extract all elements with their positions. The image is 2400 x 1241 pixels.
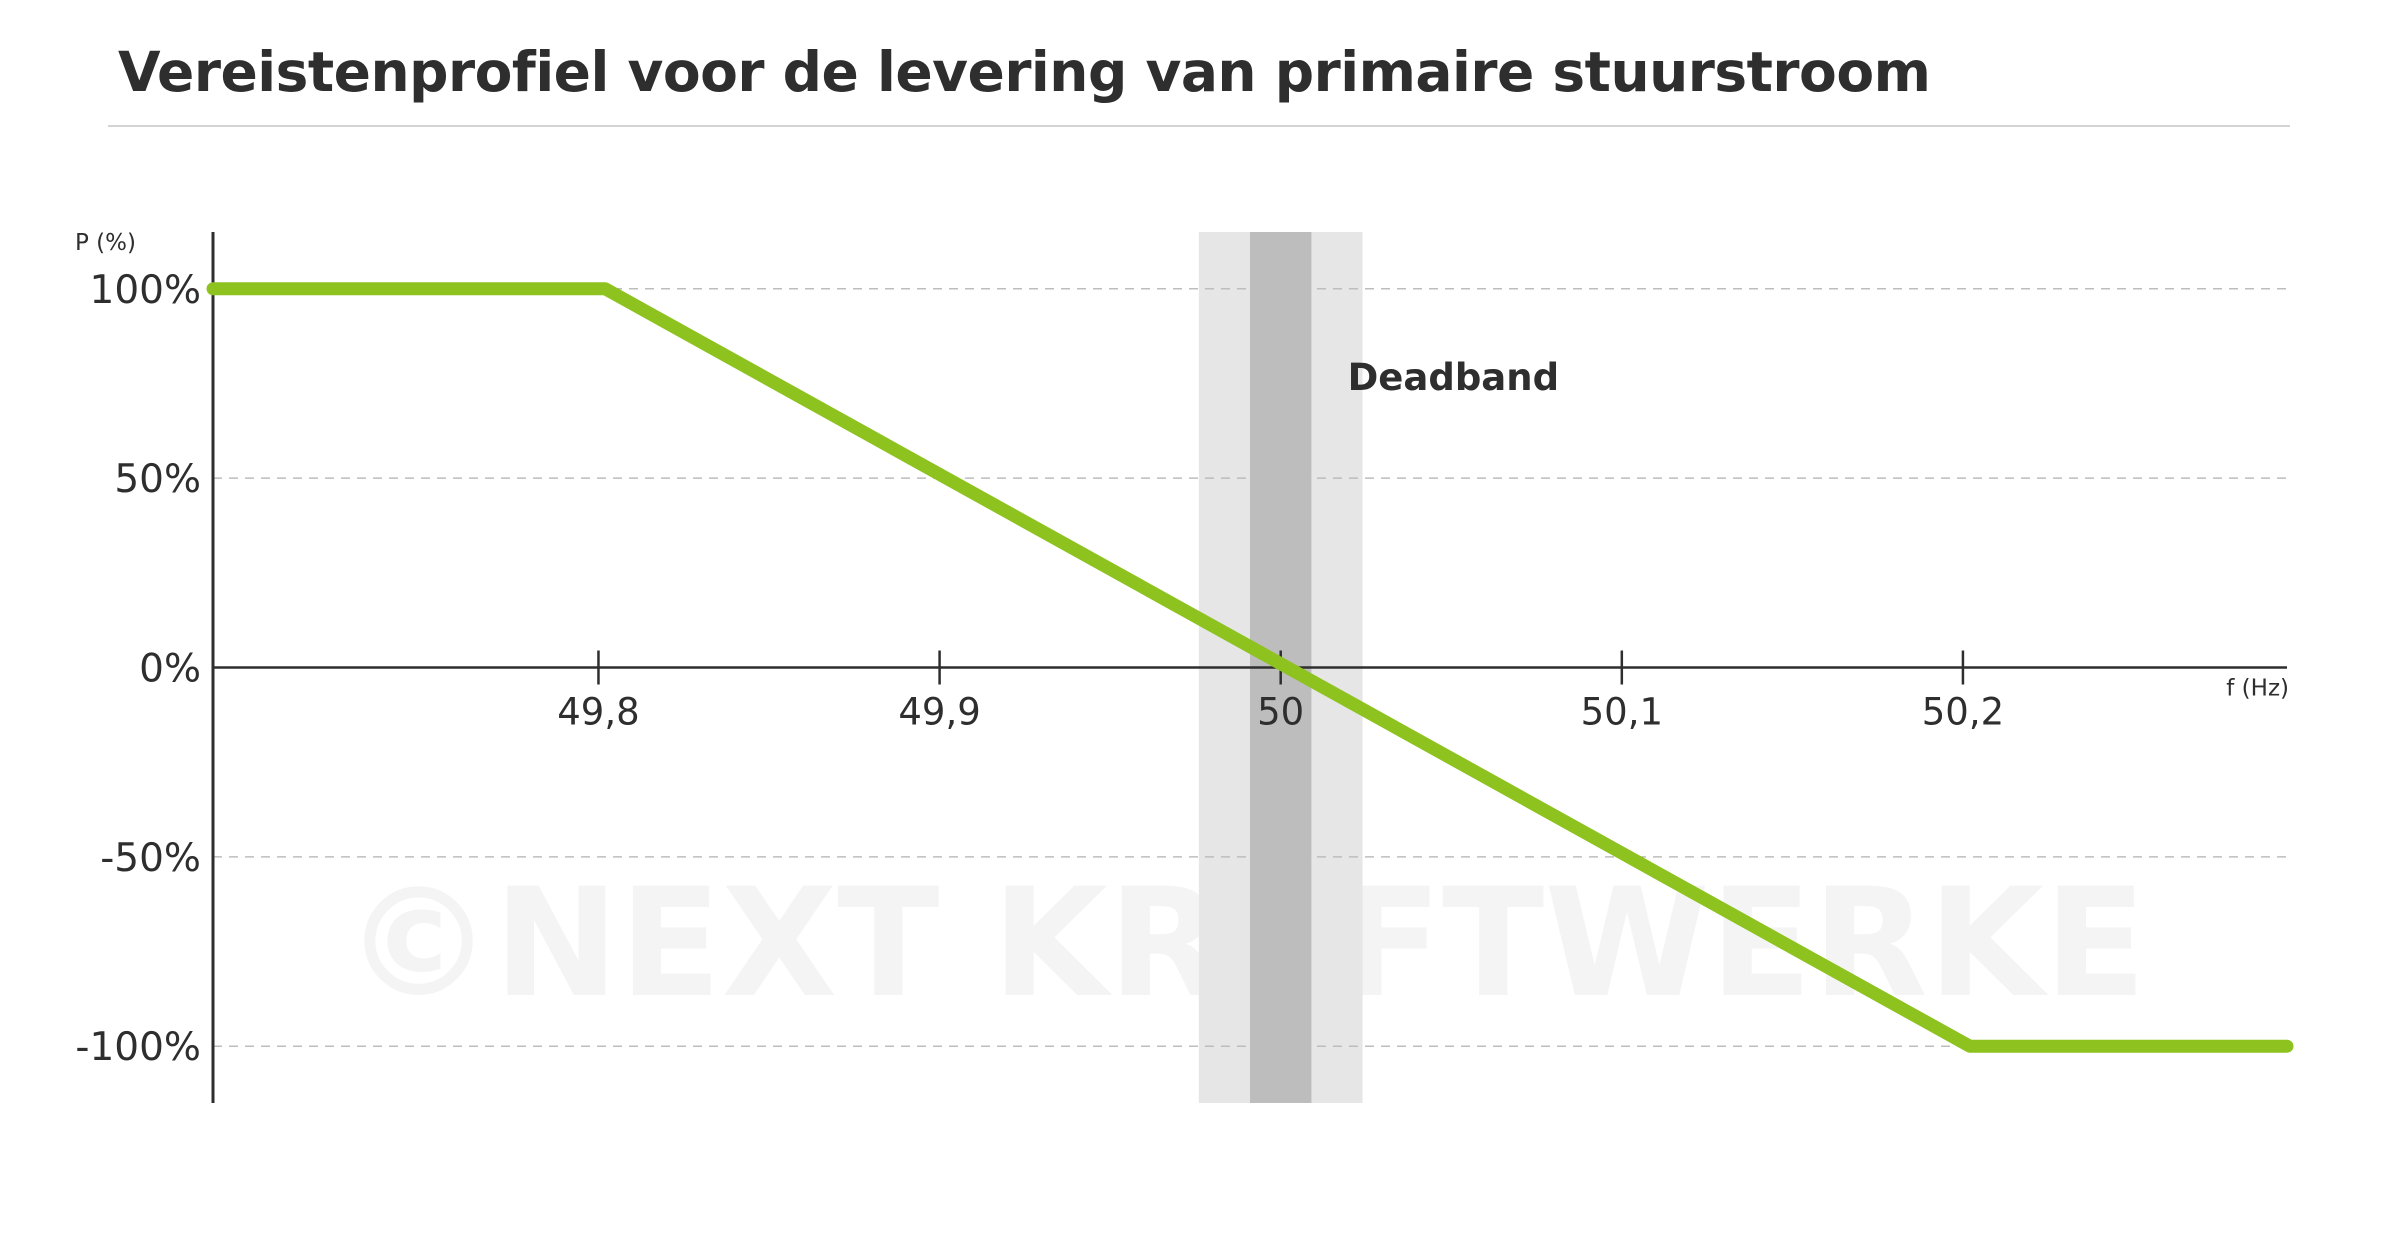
label-layer: 49,8 49,9 50 50,1 50,2 100% 50% 0% -50% -100% P (%… <box>75 230 2289 1070</box>
x-axis-title: f (Hz) <box>2226 676 2289 702</box>
deadband-annotation: Deadband <box>1348 356 1560 399</box>
y-tick-label: -100% <box>75 1025 201 1070</box>
title-divider <box>108 125 2290 127</box>
y-tick-label: -50% <box>100 836 201 881</box>
y-tick-label: 50% <box>114 457 201 502</box>
x-tick-label: 49,9 <box>898 691 980 734</box>
x-tick-label: 49,8 <box>557 691 639 734</box>
gridline-layer <box>213 288 2287 1047</box>
chart-title: Vereistenprofiel voor de levering van pr… <box>118 40 1931 104</box>
x-tick-label: 50 <box>1257 691 1304 734</box>
y-tick-label: 100% <box>90 268 202 313</box>
y-axis-title: P (%) <box>75 230 136 256</box>
power-response-line <box>206 282 2294 1053</box>
y-tick-label: 0% <box>139 647 201 692</box>
series-layer <box>206 282 2294 1053</box>
x-tick-label: 50,1 <box>1581 691 1663 734</box>
x-tick-label: 50,2 <box>1922 691 2004 734</box>
